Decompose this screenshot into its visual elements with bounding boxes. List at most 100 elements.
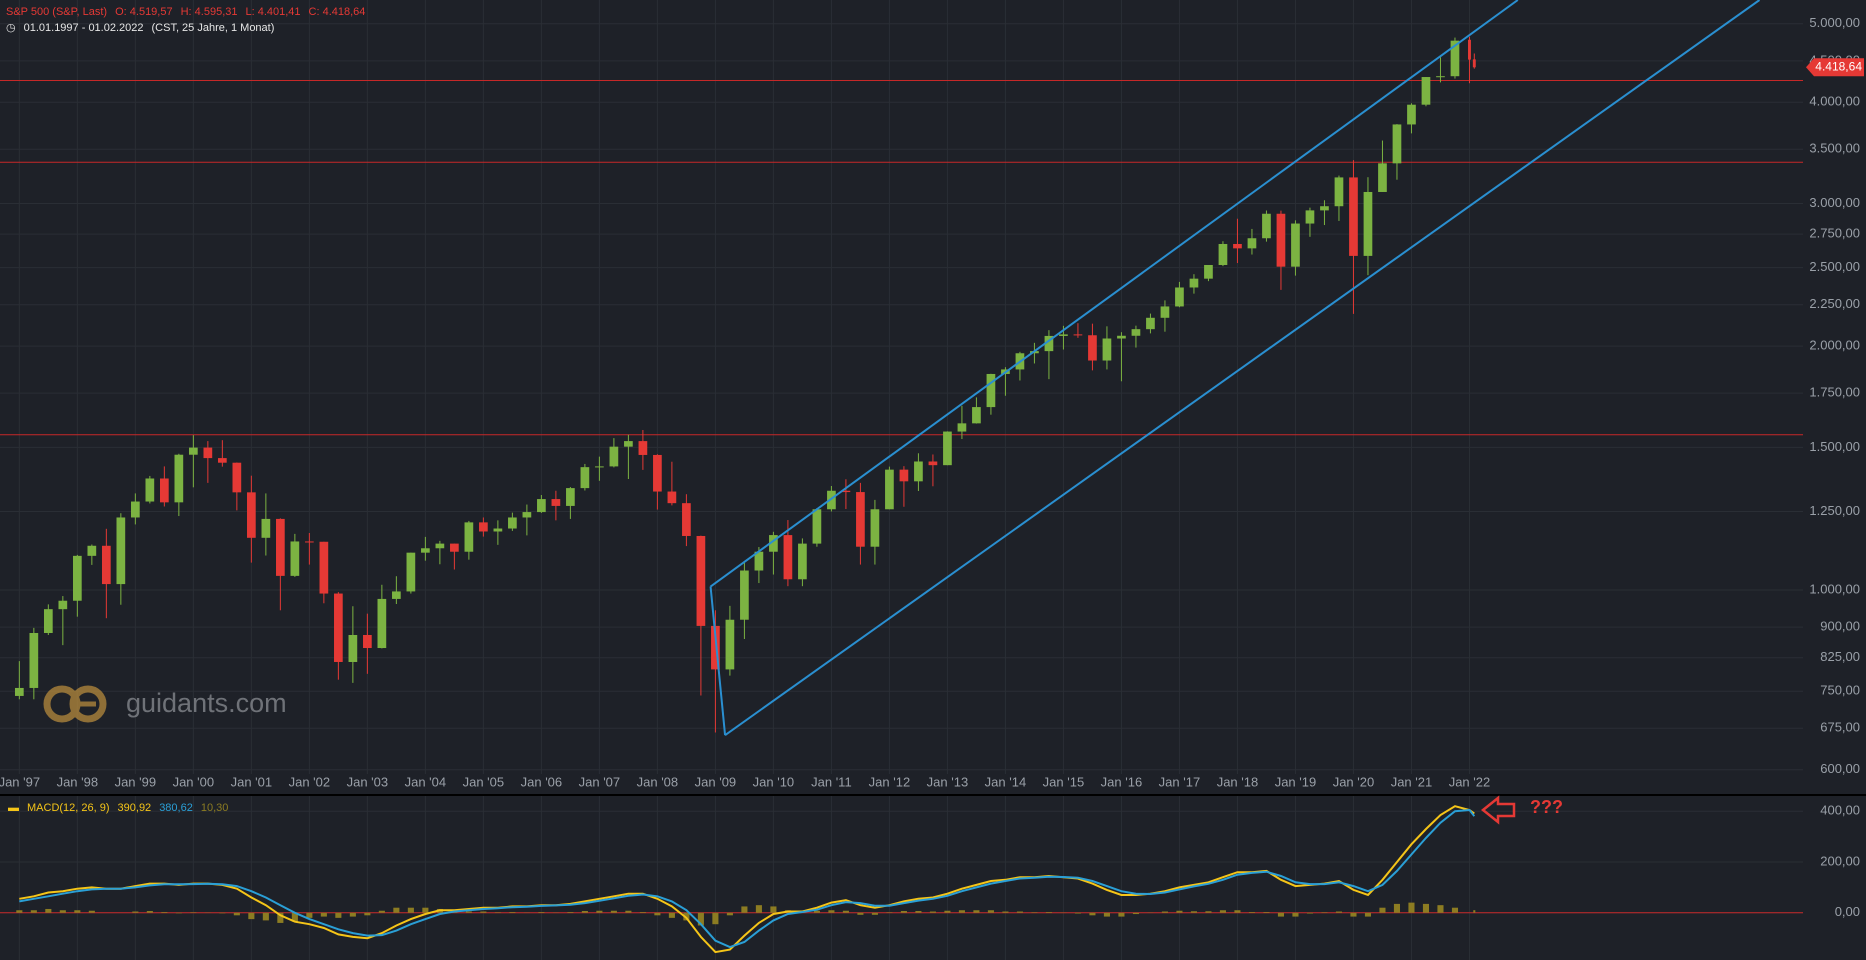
macd-line bbox=[19, 805, 1475, 954]
ohlc: C: 4.418,64 bbox=[308, 6, 366, 18]
histogram-bar bbox=[1219, 910, 1226, 913]
candle-body bbox=[1218, 243, 1228, 265]
x-tick-label: Jan '07 bbox=[579, 774, 621, 789]
histogram-bar bbox=[610, 910, 617, 913]
histogram-bar bbox=[480, 911, 487, 913]
candle-body bbox=[58, 600, 68, 610]
arrow bbox=[1480, 795, 1516, 825]
histogram-bar bbox=[697, 912, 704, 926]
x-tick-label: Jan '15 bbox=[1043, 774, 1085, 789]
histogram-bar bbox=[1016, 911, 1023, 913]
candle-body bbox=[1088, 335, 1097, 361]
candle-body bbox=[14, 687, 24, 696]
histogram-bar bbox=[828, 910, 835, 913]
x-tick-label: Jan '12 bbox=[869, 774, 911, 789]
histogram-bar bbox=[958, 910, 965, 913]
histogram-bar bbox=[741, 906, 748, 913]
histogram-bar bbox=[1292, 912, 1299, 917]
histogram-bar bbox=[74, 910, 81, 913]
x-tick-label: Jan '09 bbox=[695, 774, 737, 789]
candle-body bbox=[1320, 206, 1329, 211]
histogram-bar bbox=[1103, 912, 1110, 917]
histogram-bar bbox=[407, 907, 414, 913]
histogram-bar bbox=[161, 912, 168, 913]
header-line: ◷ 01.01.1997 - 01.02.2022 (CST, 25 Jahre, … bbox=[6, 20, 373, 36]
indicator-name: MACD(12, 26, 9) bbox=[27, 802, 110, 814]
candle-body bbox=[580, 467, 590, 489]
candle-body bbox=[957, 423, 967, 432]
candle-body bbox=[870, 509, 880, 547]
candle-body bbox=[493, 528, 503, 532]
candle-body bbox=[1175, 287, 1184, 307]
candle-body bbox=[725, 619, 735, 670]
candle-body bbox=[1117, 335, 1126, 339]
x-tick-label: Jan '20 bbox=[1333, 774, 1375, 789]
candle-body bbox=[1247, 238, 1257, 249]
histogram-bar bbox=[929, 911, 936, 913]
candle-body bbox=[754, 551, 764, 571]
y-tick-label: 5.000,00 bbox=[1809, 15, 1860, 30]
candle-body bbox=[740, 570, 749, 620]
candle-body bbox=[1392, 124, 1402, 164]
histogram-bar bbox=[1393, 903, 1401, 913]
clock-icon: ◷ bbox=[6, 22, 16, 34]
x-tick-label: Jan '04 bbox=[405, 774, 447, 789]
histogram-bar bbox=[132, 911, 139, 913]
legend-swatch: ▬ bbox=[8, 802, 19, 814]
histogram-bar bbox=[1176, 910, 1183, 913]
candle-body bbox=[319, 541, 329, 594]
histogram-bar bbox=[233, 912, 240, 916]
x-tick-label: Jan '99 bbox=[115, 774, 157, 789]
histogram-bar bbox=[364, 912, 371, 916]
ohlc: L: 4.401,41 bbox=[245, 6, 301, 18]
candle-body bbox=[261, 518, 271, 538]
histogram-bar bbox=[1350, 912, 1357, 917]
y-tick-label: 750,00 bbox=[1820, 683, 1860, 698]
candle-body bbox=[72, 555, 82, 601]
candle-body bbox=[1407, 104, 1416, 125]
candle-body bbox=[682, 503, 691, 536]
candle-body bbox=[1276, 213, 1286, 267]
y-tick-label: 200,00 bbox=[1820, 853, 1860, 868]
macd-legend: ▬ MACD(12, 26, 9) 390,92 380,62 10,30 bbox=[8, 802, 236, 814]
histogram-bar bbox=[465, 911, 472, 913]
candle-body bbox=[218, 458, 227, 463]
candle-body bbox=[653, 454, 662, 492]
histogram-bar bbox=[190, 912, 197, 913]
x-tick-label: Jan '14 bbox=[985, 774, 1027, 789]
histogram-bar bbox=[30, 910, 37, 913]
y-tick-label: 1.750,00 bbox=[1809, 385, 1860, 400]
candle-body bbox=[334, 593, 343, 662]
x-tick-label: Jan '21 bbox=[1391, 774, 1433, 789]
x-tick-label: Jan '19 bbox=[1275, 774, 1317, 789]
x-tick-label: Jan '00 bbox=[173, 774, 215, 789]
histogram-bar bbox=[581, 911, 588, 913]
candle-body bbox=[1073, 334, 1083, 336]
histogram-bar bbox=[538, 912, 545, 913]
x-tick-label: Jan '08 bbox=[637, 774, 679, 789]
candle-body bbox=[899, 469, 909, 482]
candle-body bbox=[435, 543, 445, 549]
histogram-bar bbox=[944, 910, 951, 913]
histogram-bar bbox=[1306, 912, 1313, 914]
x-tick-label: Jan '97 bbox=[0, 774, 40, 789]
candle-body bbox=[377, 598, 387, 649]
histogram-bar bbox=[1045, 912, 1052, 913]
histogram-bar bbox=[494, 912, 501, 913]
candle-body bbox=[551, 499, 561, 506]
candle-body bbox=[450, 543, 459, 552]
histogram-bar bbox=[306, 912, 313, 918]
histogram-bar bbox=[625, 910, 632, 913]
histogram-bar bbox=[813, 910, 820, 913]
candle-body bbox=[885, 469, 894, 510]
candle-body bbox=[392, 591, 401, 599]
histogram-bar bbox=[1451, 907, 1459, 913]
histogram-bar bbox=[320, 912, 327, 917]
candle-body bbox=[1436, 76, 1445, 78]
candle-body bbox=[798, 543, 807, 580]
x-tick-label: Jan '06 bbox=[521, 774, 563, 789]
y-tick-label: 400,00 bbox=[1820, 803, 1860, 818]
candle-body bbox=[29, 632, 39, 688]
y-tick-label: 0,00 bbox=[1835, 904, 1860, 919]
